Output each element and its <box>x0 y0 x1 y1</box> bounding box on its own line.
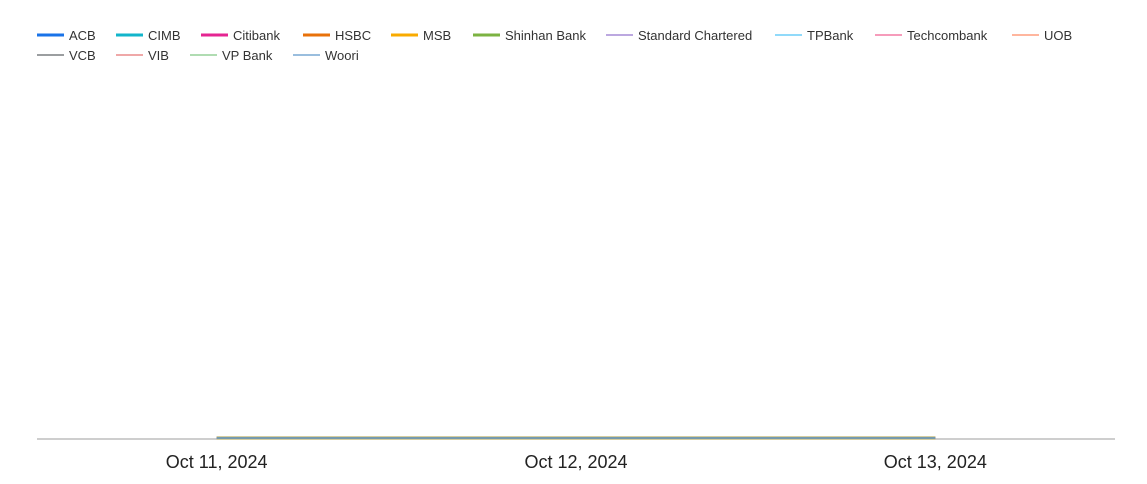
legend: ACB CIMB Citibank HSBC MSB Shinhan Bank Standa… <box>37 28 1072 63</box>
legend-item[interactable]: HSBC <box>303 28 371 43</box>
plot-area: Oct 11, 2024 Oct 12, 2024 Oct 13, 2024 <box>37 436 1115 472</box>
legend-item[interactable]: VIB <box>116 48 169 63</box>
legend-item[interactable]: VP Bank <box>190 48 273 63</box>
legend-item[interactable]: Woori <box>293 48 359 63</box>
legend-item[interactable]: MSB <box>391 28 451 43</box>
x-tick-label: Oct 13, 2024 <box>884 452 987 472</box>
x-tick-label: Oct 12, 2024 <box>524 452 627 472</box>
legend-label: VCB <box>69 48 96 63</box>
legend-item[interactable]: Citibank <box>201 28 280 43</box>
legend-item[interactable]: Shinhan Bank <box>473 28 586 43</box>
legend-label: UOB <box>1044 28 1072 43</box>
legend-item[interactable]: VCB <box>37 48 96 63</box>
x-tick-label: Oct 11, 2024 <box>166 452 268 472</box>
legend-label: TPBank <box>807 28 854 43</box>
legend-item[interactable]: TPBank <box>775 28 854 43</box>
legend-item[interactable]: Standard Chartered <box>606 28 752 43</box>
legend-item[interactable]: ACB <box>37 28 96 43</box>
legend-label: VIB <box>148 48 169 63</box>
legend-label: Woori <box>325 48 359 63</box>
legend-item[interactable]: CIMB <box>116 28 181 43</box>
legend-label: Shinhan Bank <box>505 28 586 43</box>
legend-label: Standard Chartered <box>638 28 752 43</box>
legend-label: MSB <box>423 28 451 43</box>
legend-item[interactable]: Techcombank <box>875 28 988 43</box>
legend-label: VP Bank <box>222 48 273 63</box>
legend-label: ACB <box>69 28 96 43</box>
legend-item[interactable]: UOB <box>1012 28 1072 43</box>
x-tick-labels: Oct 11, 2024 Oct 12, 2024 Oct 13, 2024 <box>166 452 987 472</box>
legend-label: CIMB <box>148 28 181 43</box>
legend-label: Citibank <box>233 28 280 43</box>
legend-label: HSBC <box>335 28 371 43</box>
legend-label: Techcombank <box>907 28 988 43</box>
